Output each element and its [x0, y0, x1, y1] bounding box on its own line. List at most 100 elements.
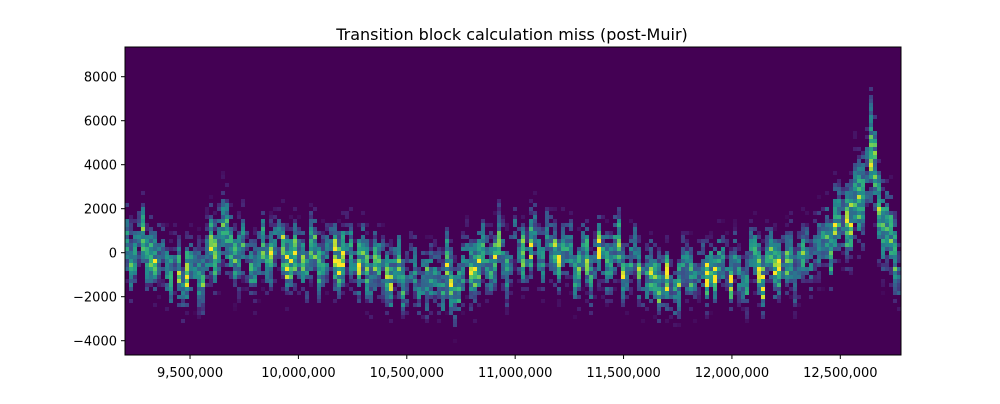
- heatmap-cell: [273, 207, 277, 211]
- heatmap-cell: [149, 239, 153, 243]
- heatmap-cell: [549, 239, 553, 243]
- heatmap-cell: [881, 227, 885, 231]
- heatmap-cell: [253, 291, 257, 295]
- heatmap-cell: [245, 275, 249, 279]
- heatmap-cell: [689, 251, 693, 255]
- heatmap-cell: [205, 235, 209, 239]
- heatmap-cell: [345, 251, 349, 255]
- heatmap-cell: [237, 267, 241, 271]
- heatmap-cell: [833, 239, 837, 243]
- heatmap-cell: [585, 275, 589, 279]
- heatmap-cell: [649, 263, 653, 267]
- heatmap-cell: [513, 263, 517, 267]
- heatmap-cell: [325, 235, 329, 239]
- heatmap-cell: [881, 231, 885, 235]
- heatmap-cell: [757, 235, 761, 239]
- heatmap-cell: [353, 267, 357, 271]
- heatmap-cell: [709, 243, 713, 247]
- heatmap-cell: [473, 247, 477, 251]
- heatmap-cell: [777, 275, 781, 279]
- heatmap-cell: [861, 187, 865, 191]
- heatmap-cell: [569, 235, 573, 239]
- heatmap-cell: [213, 259, 217, 263]
- heatmap-cell: [221, 219, 225, 223]
- heatmap-cell: [893, 283, 897, 287]
- heatmap-cell: [757, 247, 761, 251]
- heatmap-cell: [837, 247, 841, 251]
- heatmap-cell: [317, 251, 321, 255]
- heatmap-cell: [429, 267, 433, 271]
- heatmap-cell: [617, 255, 621, 259]
- heatmap-cell: [185, 291, 189, 295]
- heatmap-cell: [365, 247, 369, 251]
- heatmap-cell: [513, 231, 517, 235]
- heatmap-cell: [689, 287, 693, 291]
- heatmap-cell: [273, 247, 277, 251]
- heatmap-cell: [629, 279, 633, 283]
- heatmap-cell: [281, 251, 285, 255]
- heatmap-cell: [697, 295, 701, 299]
- heatmap-cell: [705, 291, 709, 295]
- heatmap-cell: [885, 211, 889, 215]
- heatmap-cell: [533, 219, 537, 223]
- heatmap-cell: [673, 311, 677, 315]
- heatmap-cell: [529, 271, 533, 275]
- heatmap-cell: [637, 247, 641, 251]
- heatmap-cell: [357, 263, 361, 267]
- heatmap-cell: [241, 247, 245, 251]
- heatmap-cell: [657, 311, 661, 315]
- heatmap-cell: [813, 239, 817, 243]
- heatmap-cell: [817, 239, 821, 243]
- heatmap-cell: [493, 263, 497, 267]
- heatmap-cell: [621, 263, 625, 267]
- heatmap-cell: [521, 271, 525, 275]
- heatmap-cell: [201, 299, 205, 303]
- heatmap-cell: [377, 259, 381, 263]
- heatmap-cell: [717, 267, 721, 271]
- heatmap-cell: [277, 219, 281, 223]
- heatmap-cell: [397, 259, 401, 263]
- heatmap-cell: [893, 291, 897, 295]
- heatmap-cell: [861, 219, 865, 223]
- heatmap-cell: [213, 239, 217, 243]
- heatmap-cell: [177, 243, 181, 247]
- heatmap-cell: [873, 187, 877, 191]
- heatmap-cell: [745, 311, 749, 315]
- heatmap-cell: [593, 235, 597, 239]
- heatmap-cell: [745, 287, 749, 291]
- heatmap-cell: [665, 287, 669, 291]
- heatmap-cell: [361, 235, 365, 239]
- heatmap-cell: [401, 263, 405, 267]
- heatmap-cell: [837, 227, 841, 231]
- heatmap-cell: [681, 231, 685, 235]
- heatmap-cell: [533, 239, 537, 243]
- heatmap-cell: [721, 235, 725, 239]
- heatmap-cell: [329, 223, 333, 227]
- heatmap-cell: [365, 279, 369, 283]
- heatmap-cell: [429, 255, 433, 259]
- heatmap-cell: [841, 267, 845, 271]
- heatmap-cell: [521, 295, 525, 299]
- heatmap-cell: [617, 263, 621, 267]
- heatmap-cell: [657, 319, 661, 323]
- heatmap-cell: [881, 283, 885, 287]
- heatmap-cell: [225, 247, 229, 251]
- heatmap-cell: [193, 271, 197, 275]
- heatmap-cell: [845, 235, 849, 239]
- heatmap-cell: [733, 239, 737, 243]
- heatmap-cell: [253, 271, 257, 275]
- heatmap-cell: [677, 303, 681, 307]
- heatmap-cell: [589, 247, 593, 251]
- heatmap-cell: [737, 303, 741, 307]
- heatmap-cell: [365, 299, 369, 303]
- heatmap-cell: [773, 255, 777, 259]
- heatmap-cell: [657, 255, 661, 259]
- heatmap-cell: [681, 247, 685, 251]
- heatmap-cell: [145, 227, 149, 231]
- heatmap-cell: [221, 263, 225, 267]
- heatmap-cell: [229, 247, 233, 251]
- heatmap-cell: [385, 251, 389, 255]
- heatmap-cell: [873, 203, 877, 207]
- heatmap-cell: [409, 243, 413, 247]
- heatmap-cell: [477, 259, 481, 263]
